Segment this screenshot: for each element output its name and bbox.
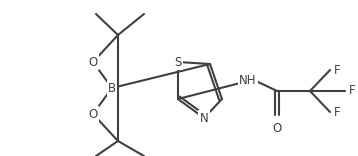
Text: O: O <box>88 56 98 68</box>
Text: F: F <box>334 105 340 119</box>
Text: NH: NH <box>239 75 257 88</box>
Text: O: O <box>272 122 282 135</box>
Text: F: F <box>349 85 355 98</box>
Text: N: N <box>200 112 208 124</box>
Text: B: B <box>108 81 116 95</box>
Text: S: S <box>174 56 182 68</box>
Text: F: F <box>334 63 340 76</box>
Text: O: O <box>88 107 98 120</box>
